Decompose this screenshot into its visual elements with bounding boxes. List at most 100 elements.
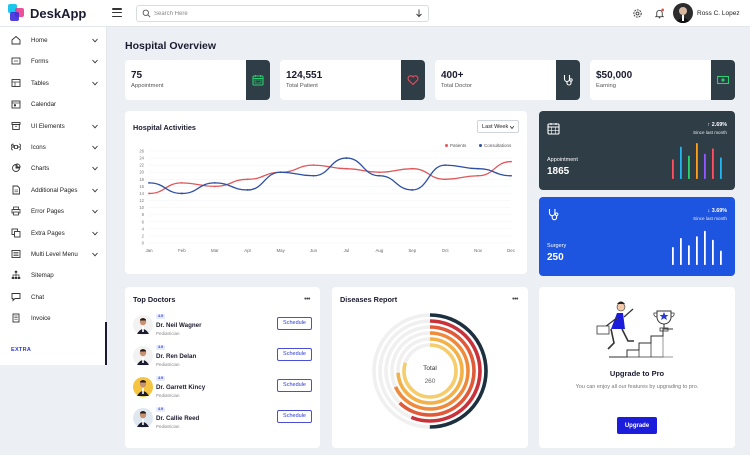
doctor-avatar (133, 377, 153, 397)
mini-bar (720, 250, 722, 265)
sidebar-item-chat[interactable]: Chat (0, 287, 106, 308)
metric-value: 1865 (547, 166, 570, 177)
x-tick-label: Oct (442, 248, 450, 253)
legend-label: Consultations (484, 143, 512, 148)
user-name[interactable]: Ross C. Lopez (697, 10, 740, 17)
doctor-specialty: Pediatrician (156, 331, 180, 336)
menu-toggle-icon[interactable] (112, 8, 122, 17)
y-tick-label: 16 (139, 184, 144, 189)
arrow-down-icon[interactable] (415, 9, 423, 18)
sidebar-item-calendar[interactable]: Calendar (0, 94, 106, 115)
radial-bar-chart (372, 313, 488, 429)
metric-change: ↓ 3.69% (707, 208, 727, 214)
app-name: DeskApp (30, 5, 87, 21)
metric-since: Since last month (693, 216, 727, 221)
sidebar-item-tables[interactable]: Tables (0, 73, 106, 94)
sidebar-item-additional-pages[interactable]: Additional Pages (0, 180, 106, 201)
settings-gear-icon[interactable] (632, 8, 643, 19)
y-tick-label: 6 (142, 219, 145, 224)
search-box[interactable] (136, 5, 429, 22)
schedule-button[interactable]: Schedule (277, 317, 312, 330)
copy-icon (11, 228, 21, 238)
schedule-button[interactable]: Schedule (277, 410, 312, 423)
pie-chart-icon (12, 163, 21, 173)
donut-total-value: 260 (424, 378, 436, 385)
chevron-down-icon (92, 252, 98, 257)
sidebar-item-extra-pages[interactable]: Extra Pages (0, 223, 106, 244)
metric-change: ↑ 2.69% (707, 122, 727, 128)
stat-label: Total Doctor (441, 83, 472, 89)
y-tick-label: 4 (142, 226, 145, 231)
data-point (181, 192, 183, 195)
sidebar-item-home[interactable]: Home (0, 30, 106, 51)
doctor-avatar (133, 346, 153, 366)
calendar-icon (11, 100, 21, 109)
x-tick-label: Apr (244, 248, 251, 253)
y-tick-label: 8 (142, 212, 145, 217)
mini-bar (680, 146, 682, 179)
mini-bar (696, 236, 698, 265)
chevron-down-icon (92, 145, 98, 150)
stat-label: Earning (596, 83, 616, 89)
sidebar-item-label: UI Elements (31, 122, 65, 130)
x-tick-label: Feb (178, 248, 186, 253)
mini-bar-chart (672, 143, 722, 179)
doctor-specialty: Pediatrician (156, 424, 180, 429)
data-point (411, 189, 414, 191)
data-point (345, 157, 348, 159)
card-title: Top Doctors (133, 295, 176, 304)
more-options-icon[interactable]: ••• (304, 296, 310, 303)
chevron-down-icon (92, 167, 98, 171)
schedule-button[interactable]: Schedule (277, 348, 312, 361)
mini-bar (688, 245, 690, 265)
upgrade-button[interactable]: Upgrade (617, 417, 657, 434)
sidebar-item-forms[interactable]: Forms (0, 51, 106, 72)
sidebar-item-charts[interactable]: Charts (0, 158, 106, 179)
mini-bar (696, 143, 698, 179)
sidebar-item-label: Sitemap (31, 272, 54, 280)
file-icon (12, 185, 20, 195)
data-point (345, 167, 348, 170)
schedule-button[interactable]: Schedule (277, 379, 312, 392)
data-point (181, 181, 183, 184)
mini-bar (672, 159, 674, 179)
notification-bell-icon[interactable] (654, 8, 665, 19)
stat-value: 124,551 (286, 70, 323, 81)
x-tick-label: Sep (408, 248, 416, 253)
sidebar-item-multi-level-menu[interactable]: Multi Level Menu (0, 244, 106, 265)
chevron-down-icon (92, 81, 98, 86)
sidebar-item-label: Chat (31, 293, 45, 301)
data-point (378, 171, 381, 174)
sidebar-item-sitemap[interactable]: Sitemap (0, 265, 106, 286)
more-options-icon[interactable]: ••• (512, 296, 518, 303)
sidebar-item-invoice[interactable]: Invoice (0, 308, 106, 329)
y-tick-label: 24 (139, 156, 144, 161)
printer-icon (11, 206, 21, 216)
brand[interactable]: DeskApp (8, 4, 86, 22)
mini-bar (672, 247, 674, 265)
user-avatar[interactable] (673, 3, 693, 23)
upgrade-card: Upgrade to Pro You can enjoy all our fea… (539, 287, 735, 448)
archive-icon (11, 121, 21, 130)
mini-bar (688, 155, 690, 179)
data-point (312, 164, 315, 167)
doctor-name: Dr. Neil Wagner (156, 322, 202, 329)
sidebar-item-ui-elements[interactable]: UI Elements (0, 116, 106, 137)
sidebar-item-icons[interactable]: Icons (0, 137, 106, 158)
data-point (213, 185, 216, 188)
upgrade-description: You can enjoy all our features by upgrad… (575, 384, 699, 390)
sidebar-item-error-pages[interactable]: Error Pages (0, 201, 106, 222)
sidebar: Home Forms Tables Calendar UI Elements Icons C… (0, 27, 107, 365)
range-select[interactable]: Last Week (477, 120, 519, 133)
sidebar-section-extra: EXTRA (11, 347, 32, 353)
sidebar-scrollbar[interactable] (105, 322, 107, 365)
sidebar-item-label: Forms (31, 58, 49, 66)
y-tick-label: 14 (139, 191, 144, 196)
search-input[interactable] (154, 7, 404, 20)
chevron-down-icon (92, 124, 98, 129)
doctor-name: Dr. Garrett Kincy (156, 384, 206, 391)
ring-arc (372, 313, 488, 429)
chevron-down-icon (92, 38, 98, 43)
card-title: Hospital Activities (133, 123, 196, 132)
doctor-row: 4.9 Dr. Neil Wagner Pediatrician Schedule (133, 314, 313, 344)
